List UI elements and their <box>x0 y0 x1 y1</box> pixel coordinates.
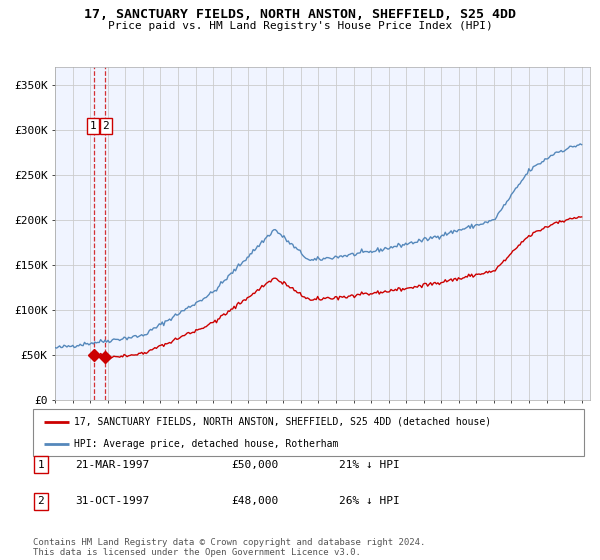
Text: 31-OCT-1997: 31-OCT-1997 <box>75 496 149 506</box>
Text: 2: 2 <box>37 496 44 506</box>
Text: Price paid vs. HM Land Registry's House Price Index (HPI): Price paid vs. HM Land Registry's House … <box>107 21 493 31</box>
FancyBboxPatch shape <box>33 409 584 456</box>
Text: HPI: Average price, detached house, Rotherham: HPI: Average price, detached house, Roth… <box>74 438 338 449</box>
Text: 21% ↓ HPI: 21% ↓ HPI <box>339 460 400 470</box>
Text: £50,000: £50,000 <box>231 460 278 470</box>
Text: 2: 2 <box>103 121 109 130</box>
Text: £48,000: £48,000 <box>231 496 278 506</box>
Text: Contains HM Land Registry data © Crown copyright and database right 2024.
This d: Contains HM Land Registry data © Crown c… <box>33 538 425 557</box>
Text: 17, SANCTUARY FIELDS, NORTH ANSTON, SHEFFIELD, S25 4DD (detached house): 17, SANCTUARY FIELDS, NORTH ANSTON, SHEF… <box>74 417 491 427</box>
Text: 21-MAR-1997: 21-MAR-1997 <box>75 460 149 470</box>
Text: 17, SANCTUARY FIELDS, NORTH ANSTON, SHEFFIELD, S25 4DD: 17, SANCTUARY FIELDS, NORTH ANSTON, SHEF… <box>84 8 516 21</box>
Text: 1: 1 <box>90 121 97 130</box>
Text: 26% ↓ HPI: 26% ↓ HPI <box>339 496 400 506</box>
Text: 1: 1 <box>37 460 44 470</box>
